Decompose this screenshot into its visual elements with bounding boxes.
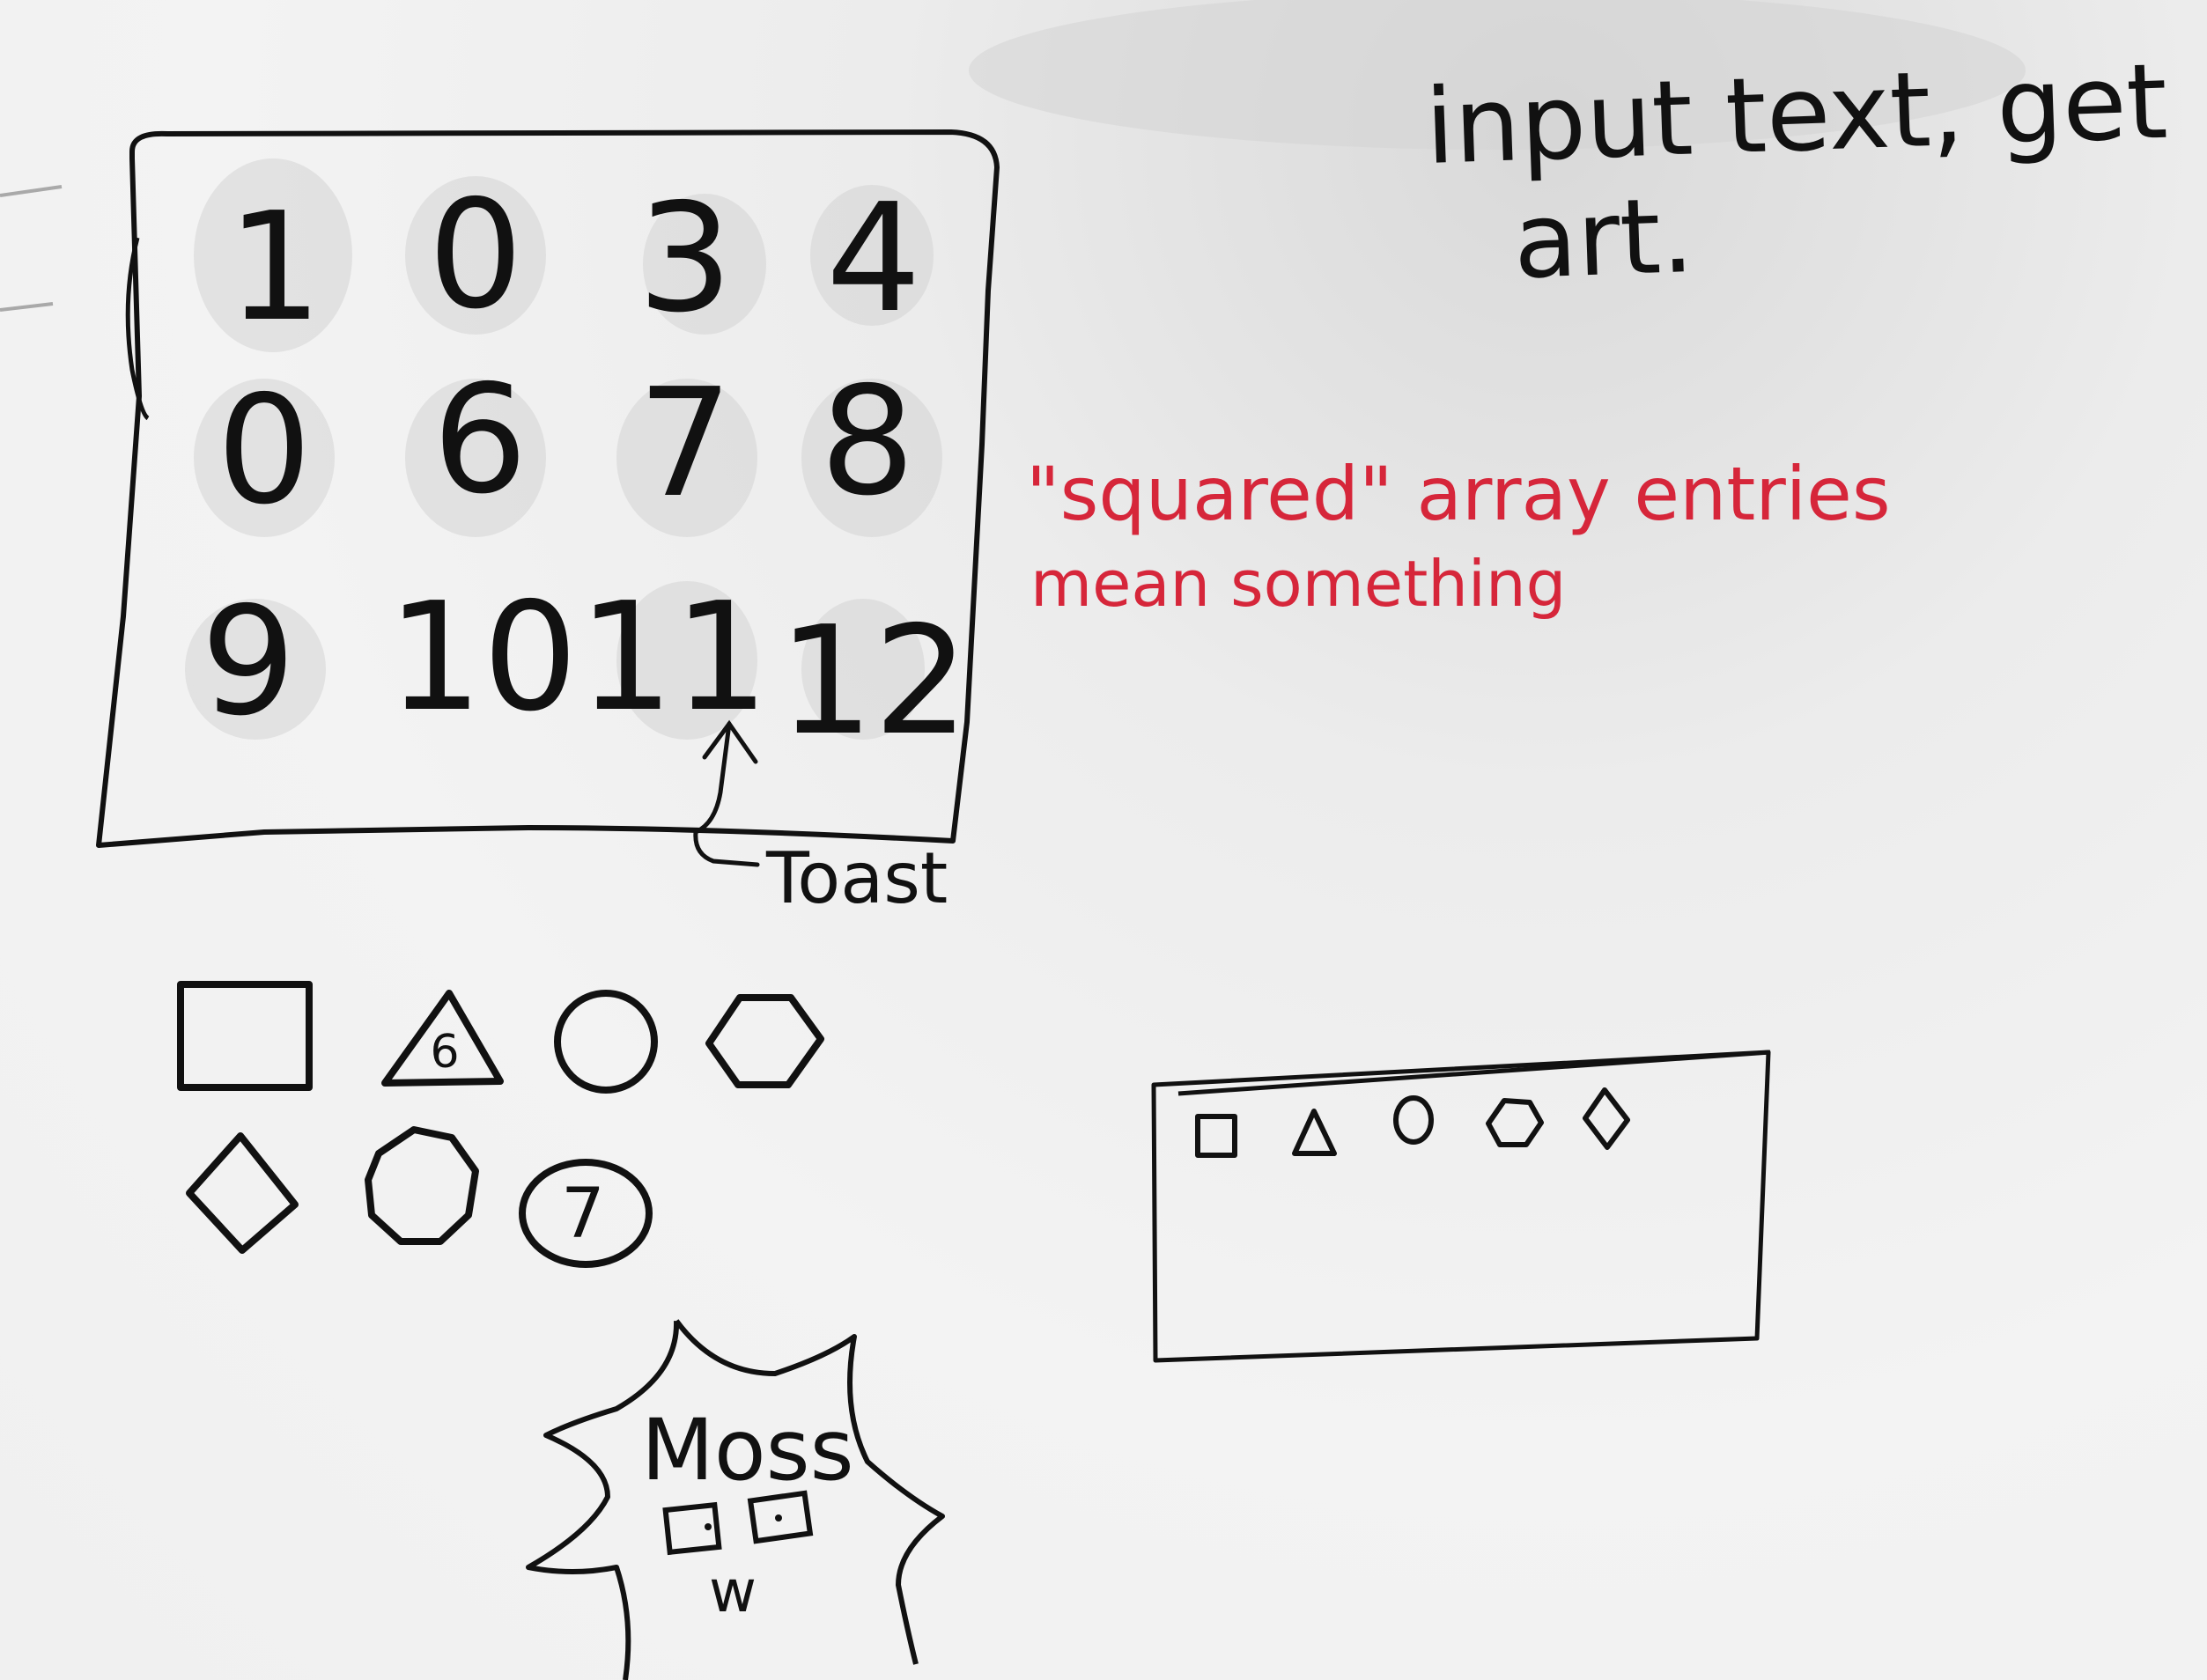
mini-triangle-shape xyxy=(1292,1109,1337,1156)
mini-diamond-shape xyxy=(1583,1087,1630,1150)
eraser-smudges xyxy=(185,0,2026,740)
mascot-pupils xyxy=(705,1514,782,1530)
circle-shape xyxy=(554,990,658,1094)
red-note-line-2: mean something xyxy=(1030,547,1566,621)
right-eye xyxy=(747,1490,814,1544)
octagon-shape xyxy=(365,1126,479,1245)
toast-arrow xyxy=(693,719,760,867)
header-line-1: input text, get xyxy=(1423,41,2169,188)
left-eye xyxy=(662,1501,722,1556)
left-pupil xyxy=(705,1523,712,1530)
mascot-mouth: w xyxy=(709,1558,757,1625)
grid-cell-r3c2: 10 xyxy=(388,571,578,745)
mascot-burst xyxy=(526,1319,945,1680)
triangle-shape xyxy=(381,990,504,1087)
mini-circle-shape xyxy=(1393,1095,1434,1145)
grid-cell-r1c1: 1 xyxy=(227,181,322,355)
grid-cell-r3c4: 12 xyxy=(779,594,969,769)
mini-hexagon-shape xyxy=(1486,1098,1544,1147)
mascot-eyes xyxy=(662,1490,814,1556)
circle-number: 7 xyxy=(561,1175,605,1254)
grid-frame-left-bump xyxy=(125,237,150,421)
grid-cell-r1c4: 4 xyxy=(826,172,921,346)
toast-label: Toast xyxy=(765,837,948,919)
mascot-name: Moss xyxy=(641,1401,854,1499)
diamond-shape xyxy=(186,1132,299,1254)
triangle-number: 6 xyxy=(430,1026,459,1079)
grid-cell-r2c3: 7 xyxy=(638,357,733,531)
output-panel-shapes xyxy=(1195,1087,1630,1158)
hexagon-shape xyxy=(705,994,824,1088)
grid-cell-r1c3: 3 xyxy=(638,172,733,346)
grid-frame xyxy=(96,129,1000,848)
output-panel xyxy=(1151,1050,1771,1363)
grid-cell-r3c3: 11 xyxy=(579,571,769,745)
circle-seven-shape xyxy=(519,1159,653,1268)
grid-cell-r1c2: 0 xyxy=(428,168,523,343)
grid-cell-r2c1: 0 xyxy=(217,364,312,538)
grid-cell-r3c1: 9 xyxy=(201,575,296,749)
grid-cell-r2c4: 8 xyxy=(820,355,915,529)
grid-cell-r2c2: 6 xyxy=(432,353,528,527)
red-note-line-1: "squared" array entries xyxy=(1026,451,1891,537)
square-shape xyxy=(177,981,313,1091)
edge-marks xyxy=(0,185,63,312)
shape-palette xyxy=(177,981,824,1268)
header-line-2: art. xyxy=(1511,174,1695,302)
right-pupil xyxy=(775,1514,782,1522)
number-grid: 1 0 3 4 0 6 7 8 9 10 11 12 xyxy=(201,168,969,769)
output-panel-top-edge xyxy=(1177,1050,1771,1096)
mini-square-shape xyxy=(1195,1114,1237,1158)
